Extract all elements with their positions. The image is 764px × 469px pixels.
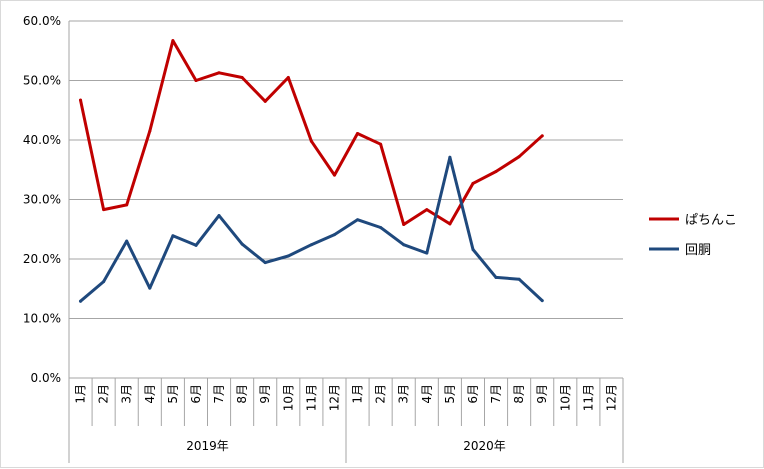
x-tick-label: 9月	[535, 384, 549, 404]
data-point	[194, 79, 198, 82]
data-point	[286, 76, 290, 80]
data-point	[194, 243, 198, 247]
data-point	[240, 242, 244, 246]
data-point	[217, 214, 221, 218]
x-tick-label: 5月	[443, 384, 457, 404]
series-lines	[79, 39, 544, 303]
x-tick-label: 5月	[166, 384, 180, 404]
y-tick-label: 20.0%	[23, 252, 61, 266]
series-line	[79, 155, 544, 303]
x-tick-label: 10月	[281, 384, 295, 411]
data-point	[356, 131, 360, 135]
data-point	[217, 71, 221, 75]
data-point	[517, 155, 521, 159]
data-point	[171, 234, 175, 238]
data-point	[471, 247, 475, 251]
x-tick-label: 3月	[120, 384, 134, 404]
x-tick-label: 3月	[397, 384, 411, 404]
y-tick-label: 10.0%	[23, 312, 61, 326]
x-tick-label: 1月	[74, 384, 88, 404]
data-point	[471, 181, 475, 185]
data-point	[102, 280, 106, 284]
data-point	[125, 203, 129, 207]
data-point	[402, 222, 406, 226]
x-tick-label: 4月	[143, 384, 157, 404]
y-tick-label: 0.0%	[31, 371, 62, 385]
y-tick-label: 40.0%	[23, 133, 61, 147]
y-tick-label: 50.0%	[23, 74, 61, 88]
x-tick-label: 8月	[235, 384, 249, 404]
x-tick-label: 7月	[212, 384, 226, 404]
x-tick-label: 12月	[604, 384, 618, 411]
data-point	[79, 98, 83, 102]
gridlines	[69, 20, 623, 319]
y-tick-label: 30.0%	[23, 193, 61, 207]
x-tick-label: 7月	[489, 384, 503, 404]
x-tick-label: 6月	[189, 384, 203, 404]
data-point	[494, 170, 498, 174]
data-point	[356, 218, 360, 222]
x-tick-label: 11月	[581, 384, 595, 411]
data-point	[148, 129, 152, 133]
data-point	[448, 155, 452, 159]
x-tick-label: 1月	[351, 384, 365, 404]
x-tick-label: 9月	[258, 384, 272, 404]
legend-label: ぱちんこ	[685, 213, 737, 228]
x-tick-label: 12月	[327, 384, 341, 411]
data-point	[540, 299, 544, 303]
data-point	[309, 243, 313, 247]
data-point	[148, 286, 152, 290]
data-point	[79, 299, 83, 303]
x-tick-label: 4月	[420, 384, 434, 404]
data-point	[332, 173, 336, 177]
data-point	[540, 134, 544, 138]
data-point	[402, 243, 406, 247]
data-point	[309, 139, 313, 143]
year-label: 2019年	[186, 439, 229, 453]
x-tick-label: 8月	[512, 384, 526, 404]
x-tick-label: 11月	[304, 384, 318, 411]
data-point	[125, 239, 129, 243]
data-point	[263, 99, 267, 103]
data-point	[448, 222, 452, 226]
data-point	[425, 251, 429, 255]
data-point	[171, 39, 175, 43]
x-tick-label: 2月	[374, 384, 388, 404]
data-point	[102, 208, 106, 212]
data-point	[240, 76, 244, 80]
data-point	[379, 142, 383, 146]
data-point	[286, 254, 290, 258]
x-tick-label: 10月	[558, 384, 572, 411]
data-point	[263, 261, 267, 265]
axes: 0.0% 10.0% 20.0% 30.0% 40.0% 50.0% 60.0% 1月 2月 3月…	[23, 14, 624, 463]
year-label: 2020年	[463, 439, 506, 453]
x-tick-label: 2月	[97, 384, 111, 404]
x-tick-label: 6月	[466, 384, 480, 404]
data-point	[517, 277, 521, 281]
data-point	[379, 225, 383, 229]
data-point	[425, 208, 429, 212]
legend-label: 回胴	[685, 243, 711, 258]
data-point	[494, 275, 498, 279]
data-point	[332, 233, 336, 237]
y-tick-label: 60.0%	[23, 14, 61, 28]
